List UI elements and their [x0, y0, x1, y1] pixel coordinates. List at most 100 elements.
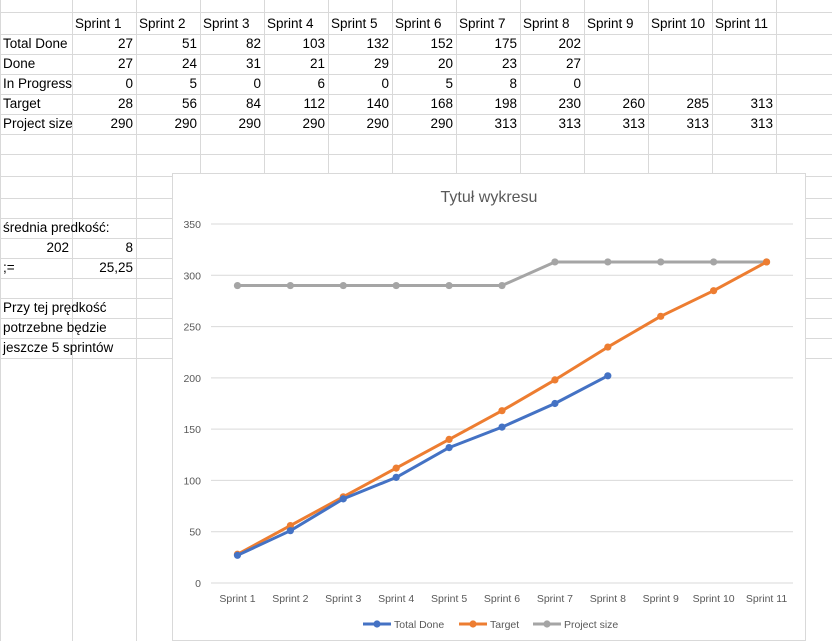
data-cell[interactable]: 23: [501, 56, 517, 71]
header-cell[interactable]: Sprint 10: [651, 16, 706, 31]
data-cell[interactable]: 168: [430, 96, 453, 111]
data-cell[interactable]: 6: [317, 76, 325, 91]
row-gridline: [0, 54, 832, 55]
data-cell[interactable]: 290: [110, 116, 133, 131]
data-cell[interactable]: 20: [437, 56, 453, 71]
avg-label-cell[interactable]: średnia predkość:: [3, 220, 110, 235]
data-cell[interactable]: 260: [622, 96, 645, 111]
data-point: [604, 372, 612, 380]
data-cell[interactable]: 84: [245, 96, 261, 111]
data-point: [551, 399, 559, 408]
data-cell[interactable]: 290: [302, 116, 325, 131]
data-cell[interactable]: 313: [750, 96, 773, 111]
row-gridline: [0, 134, 832, 135]
y-tick-label: 250: [183, 322, 201, 334]
data-cell[interactable]: 5: [189, 76, 197, 91]
data-point: [762, 258, 771, 266]
data-cell[interactable]: 175: [494, 36, 517, 51]
header-cell[interactable]: Sprint 3: [203, 16, 250, 31]
data-cell[interactable]: 285: [686, 96, 709, 111]
data-point: [392, 281, 400, 290]
data-cell[interactable]: [712, 54, 776, 74]
row-gridline: [0, 94, 832, 95]
data-cell[interactable]: 0: [253, 76, 261, 91]
data-cell[interactable]: 51: [181, 36, 197, 51]
data-cell[interactable]: [712, 74, 776, 94]
header-cell[interactable]: Sprint 11: [715, 16, 769, 31]
data-point: [551, 258, 559, 266]
header-cell[interactable]: Sprint 7: [459, 16, 506, 31]
data-cell[interactable]: 31: [245, 56, 261, 71]
data-cell[interactable]: 313: [750, 116, 773, 131]
header-cell[interactable]: Sprint 2: [139, 16, 186, 31]
data-cell[interactable]: 202: [558, 36, 581, 51]
chart-title: Tytuł wykresu: [441, 189, 538, 206]
data-cell[interactable]: 140: [366, 96, 389, 111]
data-cell[interactable]: 27: [565, 56, 581, 71]
data-cell[interactable]: 27: [117, 36, 133, 51]
avg-result-label-cell[interactable]: ;=: [3, 260, 15, 275]
header-cell[interactable]: Sprint 6: [395, 16, 442, 31]
data-cell[interactable]: 82: [245, 36, 261, 51]
data-point: [233, 281, 242, 290]
data-cell[interactable]: 198: [494, 96, 517, 111]
y-tick-label: 50: [189, 527, 201, 539]
data-cell[interactable]: 112: [303, 96, 325, 111]
row-gridline: [0, 74, 832, 75]
data-cell[interactable]: 8: [509, 76, 517, 91]
row-label-cell[interactable]: In Progress: [3, 76, 72, 91]
avg-result-cell[interactable]: 25,25: [99, 260, 133, 275]
data-cell[interactable]: 5: [445, 76, 453, 91]
data-cell[interactable]: [712, 34, 776, 54]
data-cell[interactable]: 290: [430, 116, 453, 131]
data-cell[interactable]: 132: [366, 36, 389, 51]
data-cell[interactable]: 290: [174, 116, 197, 131]
avg-total-cell[interactable]: 202: [46, 240, 69, 255]
data-cell[interactable]: 28: [117, 96, 133, 111]
data-cell[interactable]: 313: [686, 116, 709, 131]
data-cell[interactable]: 0: [381, 76, 389, 91]
data-cell[interactable]: 21: [309, 56, 325, 71]
data-cell[interactable]: 103: [302, 36, 325, 51]
header-cell[interactable]: Sprint 1: [75, 16, 122, 31]
header-cell[interactable]: Sprint 4: [267, 16, 314, 31]
data-cell[interactable]: 152: [430, 36, 453, 51]
row-label-cell[interactable]: Project size: [3, 116, 72, 131]
line-chart[interactable]: Tytuł wykresu 0 50 100 150 200 250 300 350 Sprin…: [172, 173, 806, 641]
data-cell[interactable]: 29: [373, 56, 389, 71]
legend-label: Project size: [564, 619, 618, 631]
data-point: [392, 464, 400, 472]
data-cell[interactable]: [648, 54, 712, 74]
note-cell[interactable]: jeszcze 5 sprintów: [3, 340, 114, 355]
data-cell[interactable]: 27: [117, 56, 133, 71]
row-label-cell[interactable]: Total Done: [3, 36, 68, 51]
avg-sprints-cell[interactable]: 8: [125, 240, 133, 255]
data-cell[interactable]: [584, 74, 648, 94]
header-cell[interactable]: Sprint 8: [523, 16, 570, 31]
data-cell[interactable]: 0: [125, 76, 133, 91]
data-cell[interactable]: 56: [181, 96, 197, 111]
header-cell[interactable]: Sprint 9: [587, 16, 634, 31]
legend-marker: [543, 620, 551, 628]
data-cell[interactable]: 290: [366, 116, 389, 131]
series-total-done: [233, 372, 612, 559]
row-label-cell[interactable]: Target: [3, 96, 41, 111]
data-cell[interactable]: 0: [573, 76, 581, 91]
data-cell[interactable]: [584, 34, 648, 54]
legend-label: Target: [490, 619, 519, 631]
data-cell[interactable]: 313: [622, 116, 645, 131]
note-cell[interactable]: potrzebne będzie: [3, 320, 107, 335]
data-cell[interactable]: 230: [558, 96, 581, 111]
data-cell[interactable]: [584, 54, 648, 74]
row-label-cell[interactable]: Done: [3, 56, 36, 71]
data-cell[interactable]: 313: [558, 116, 581, 131]
data-cell[interactable]: [648, 74, 712, 94]
data-cell[interactable]: 24: [181, 56, 197, 71]
data-cell[interactable]: [648, 34, 712, 54]
y-tick-label: 100: [183, 475, 201, 487]
note-cell[interactable]: Przy tej prędkość: [3, 300, 107, 315]
data-cell[interactable]: 313: [494, 116, 517, 131]
legend-item: Project size: [533, 619, 618, 631]
header-cell[interactable]: Sprint 5: [331, 16, 378, 31]
data-cell[interactable]: 290: [238, 116, 261, 131]
